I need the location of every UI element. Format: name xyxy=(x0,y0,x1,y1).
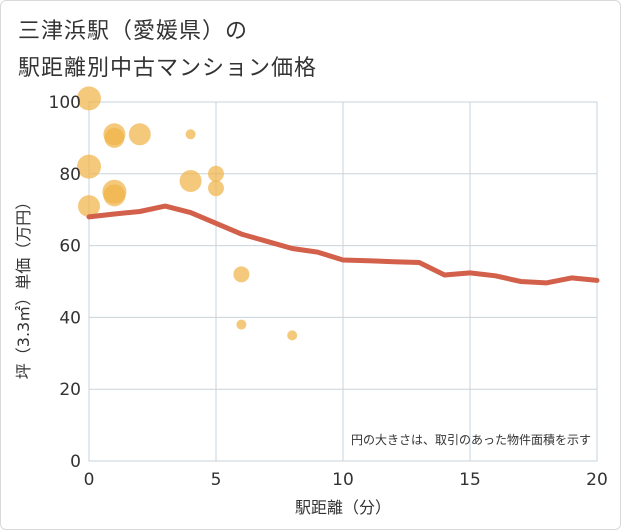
y-tick-labels: 0 20 40 60 80 100 xyxy=(49,93,81,472)
bubble-point xyxy=(208,165,224,182)
bubble-point xyxy=(185,129,196,140)
x-tick-label: 0 xyxy=(84,470,95,490)
y-tick-label: 100 xyxy=(49,93,81,113)
bubble-point xyxy=(236,319,247,330)
x-tick-label: 20 xyxy=(586,470,608,490)
chart-title-line1: 三津浜駅（愛媛県）の xyxy=(18,19,249,44)
y-tick-label: 60 xyxy=(59,237,81,257)
bubble-point xyxy=(128,123,151,146)
x-tick-label: 5 xyxy=(211,470,222,490)
x-tick-label: 15 xyxy=(459,470,481,490)
y-axis-label: 坪（3.3㎡）単価（万円） xyxy=(14,194,33,379)
bubble-point xyxy=(104,127,125,148)
x-axis-label: 駅距離（分） xyxy=(295,498,391,517)
bubble-point xyxy=(77,86,101,111)
bubbles xyxy=(77,86,298,341)
bubble-point xyxy=(208,180,224,197)
bubble-point xyxy=(233,266,250,283)
bubble-point xyxy=(78,195,100,218)
y-tick-label: 80 xyxy=(59,165,81,185)
bubble-point xyxy=(77,154,101,179)
bubble-point xyxy=(103,184,126,207)
chart-title-line2: 駅距離別中古マンション価格 xyxy=(18,56,318,81)
bubble-point xyxy=(287,330,298,341)
y-tick-label: 0 xyxy=(70,452,81,472)
y-tick-label: 20 xyxy=(59,380,81,400)
x-tick-label: 10 xyxy=(332,470,354,490)
x-tick-labels: 0 5 10 15 20 xyxy=(84,470,608,490)
trend-line xyxy=(86,203,600,286)
bubble-point xyxy=(179,169,202,192)
size-annotation: 円の大きさは、取引のあった物件面積を示す xyxy=(351,432,591,447)
y-tick-label: 40 xyxy=(59,308,81,328)
